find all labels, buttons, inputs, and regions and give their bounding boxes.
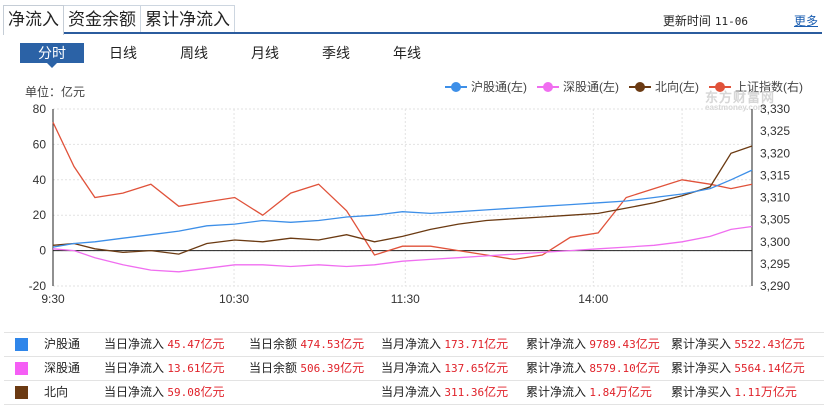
month-net-inflow: 当月净流入 173.71亿元 xyxy=(381,337,509,351)
tab-underline xyxy=(3,32,822,34)
legend-sh-index[interactable]: 上证指数(右) xyxy=(709,78,803,95)
y-right-tick: 3,325 xyxy=(760,124,790,138)
flow-chart[interactable]: 80 60 40 20 0 -209:30 10:30 11:30 14:00 3,330 3,32… xyxy=(0,95,828,310)
watermark-text: 东方财富网 xyxy=(705,90,776,105)
y-right-tick: 3,330 xyxy=(760,102,790,116)
y-left-tick: 20 xyxy=(33,208,47,222)
x-tick: 11:30 xyxy=(391,292,420,306)
legend-label: 沪股通(左) xyxy=(471,80,527,94)
x-tick: 9:30 xyxy=(41,292,65,306)
series-line-2 xyxy=(52,145,753,255)
color-swatch-icon xyxy=(15,362,28,375)
tab-net-inflow[interactable]: 净流入 xyxy=(3,5,64,35)
summary-row: 沪股通 当日净流入 45.47亿元 当日余额 474.53亿元 当月净流入 173.7… xyxy=(4,333,824,357)
legend-north[interactable]: 北向(左) xyxy=(629,78,699,95)
legend-label: 上证指数(右) xyxy=(735,80,803,94)
series-line-1 xyxy=(52,225,753,273)
watermark-sub: eastmoney.com xyxy=(705,103,765,112)
day-net-inflow: 当日净流入 59.08亿元 xyxy=(104,385,225,399)
cumulative-net-buy: 累计净买入 5564.14亿元 xyxy=(671,361,805,375)
month-net-inflow: 当月净流入 137.65亿元 xyxy=(381,361,509,375)
period-selector: 分时 日线 周线 月线 季线 年线 xyxy=(20,43,446,68)
legend-marker-icon xyxy=(537,81,559,92)
y-right-tick: 3,315 xyxy=(760,168,790,182)
legend-sgt[interactable]: 深股通(左) xyxy=(537,78,619,95)
update-label: 更新时间 xyxy=(662,14,711,28)
cumulative-net-inflow: 累计净流入 1.84万亿元 xyxy=(526,385,652,399)
x-tick: 10:30 xyxy=(219,292,249,306)
legend-marker-icon xyxy=(629,81,651,92)
row-name: 沪股通 xyxy=(44,337,81,351)
cumulative-net-buy: 累计净买入 1.11万亿元 xyxy=(671,385,797,399)
period-intraday[interactable]: 分时 xyxy=(20,43,84,68)
color-swatch-icon xyxy=(15,386,28,399)
series-line-0 xyxy=(52,169,753,248)
color-swatch-icon xyxy=(15,338,28,351)
day-net-inflow: 当日净流入 45.47亿元 xyxy=(104,337,225,351)
legend-hgt[interactable]: 沪股通(左) xyxy=(445,78,527,95)
cumulative-net-buy: 累计净买入 5522.43亿元 xyxy=(671,337,805,351)
row-name: 北向 xyxy=(44,385,69,399)
y-right-tick: 3,290 xyxy=(760,279,790,293)
legend-marker-icon xyxy=(445,81,467,92)
cumulative-net-inflow: 累计净流入 9789.43亿元 xyxy=(526,337,660,351)
y-right-tick: 3,320 xyxy=(760,146,790,160)
day-balance xyxy=(249,381,381,404)
day-balance: 当日余额 474.53亿元 xyxy=(249,337,365,351)
period-monthly[interactable]: 月线 xyxy=(251,45,279,61)
y-left-tick: 0 xyxy=(39,244,46,258)
series-line-3 xyxy=(52,122,753,261)
y-left-tick: 40 xyxy=(33,173,47,187)
period-daily[interactable]: 日线 xyxy=(109,45,137,61)
tab-cumulative-inflow[interactable]: 累计净流入 xyxy=(140,5,235,33)
update-time: 更新时间 11-06 xyxy=(663,12,748,29)
chart-legend: 沪股通(左) 深股通(左) 北向(左) 上证指数(右) xyxy=(445,78,813,95)
day-balance: 当日余额 506.39亿元 xyxy=(249,361,365,375)
eastmoney-watermark: 东方财富网 eastmoney.com xyxy=(705,87,775,112)
y-right-tick: 3,295 xyxy=(760,257,790,271)
y-left-tick: 60 xyxy=(33,137,47,151)
update-date: 11-06 xyxy=(714,15,748,28)
y-right-tick: 3,310 xyxy=(760,191,790,205)
y-left-tick: 80 xyxy=(33,102,47,116)
y-right-tick: 3,300 xyxy=(760,235,790,249)
summary-row: 深股通 当日净流入 13.61亿元 当日余额 506.39亿元 当月净流入 137.6… xyxy=(4,357,824,381)
unit-label: 单位：亿元 xyxy=(25,85,86,99)
legend-label: 深股通(左) xyxy=(563,80,619,94)
period-quarterly[interactable]: 季线 xyxy=(322,45,350,61)
y-left-tick: -20 xyxy=(29,279,47,293)
x-tick: 14:00 xyxy=(578,292,608,306)
period-weekly[interactable]: 周线 xyxy=(180,45,208,61)
day-net-inflow: 当日净流入 13.61亿元 xyxy=(104,361,225,375)
cumulative-net-inflow: 累计净流入 8579.10亿元 xyxy=(526,361,660,375)
flow-tabs: 净流入 资金余额 累计净流入 xyxy=(3,5,235,35)
legend-label: 北向(左) xyxy=(655,80,699,94)
y-right-tick: 3,305 xyxy=(760,213,790,227)
more-link[interactable]: 更多 xyxy=(793,14,818,28)
month-net-inflow: 当月净流入 311.36亿元 xyxy=(381,385,509,399)
tab-fund-balance[interactable]: 资金余额 xyxy=(63,5,141,33)
row-name: 深股通 xyxy=(44,361,81,375)
summary-row: 北向 当日净流入 59.08亿元 当月净流入 311.36亿元 累计净流入 1.84万… xyxy=(4,381,824,405)
legend-marker-icon xyxy=(709,81,731,92)
summary-table: 沪股通 当日净流入 45.47亿元 当日余额 474.53亿元 当月净流入 173.7… xyxy=(4,332,824,405)
period-yearly[interactable]: 年线 xyxy=(393,45,421,61)
